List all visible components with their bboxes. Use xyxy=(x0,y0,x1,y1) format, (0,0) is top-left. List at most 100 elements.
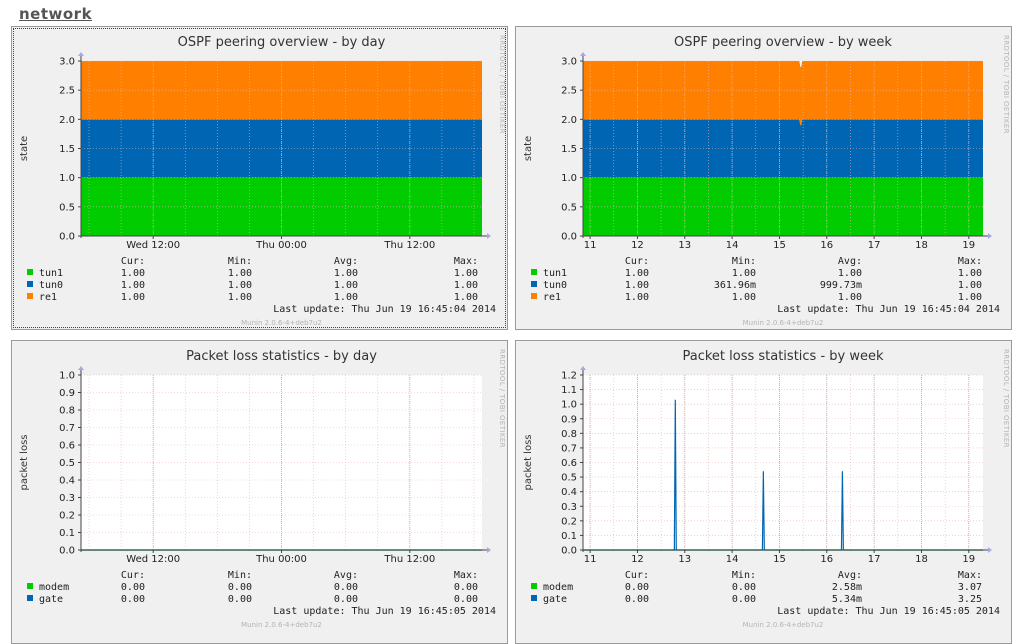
last-update: Last update: Thu Jun 19 16:45:05 2014 xyxy=(777,606,1000,617)
legend-avg: 2.58m xyxy=(832,582,862,593)
legend-min: 0.00 xyxy=(732,594,756,605)
y-tick-label: 0.0 xyxy=(59,546,75,557)
x-axis-arrow xyxy=(487,233,491,239)
graph-panel-ospf-week[interactable]: OSPF peering overview - by week RRDTOOL /… xyxy=(515,26,1012,330)
legend-avg: 1.00 xyxy=(838,292,862,303)
legend-cur: 1.00 xyxy=(625,292,649,303)
x-tick-label: 17 xyxy=(868,240,881,251)
y-axis-arrow xyxy=(580,52,586,56)
y-tick-label: 0.6 xyxy=(561,458,577,469)
chart-svg: Packet loss statistics - by day RRDTOOL /… xyxy=(19,349,506,629)
y-tick-label: 0.8 xyxy=(561,429,577,440)
legend-header: Cur: xyxy=(625,256,649,267)
y-tick-label: 0.7 xyxy=(561,443,577,454)
legend-name-modem: modem xyxy=(543,582,573,593)
legend-header: Cur: xyxy=(121,570,145,581)
y-tick-label: 0.2 xyxy=(561,516,577,527)
y-tick-label: 0.4 xyxy=(561,487,577,498)
x-tick-label: 16 xyxy=(820,240,833,251)
legend-header: Max: xyxy=(454,570,478,581)
x-tick-label: 19 xyxy=(962,240,975,251)
graph-panel-loss-week[interactable]: Packet loss statistics - by week RRDTOOL … xyxy=(515,340,1012,644)
legend-header: Cur: xyxy=(121,256,145,267)
area-series-tun1 xyxy=(583,177,983,236)
y-tick-label: 1.5 xyxy=(561,144,577,155)
legend-cur: 1.00 xyxy=(625,268,649,279)
legend-header: Max: xyxy=(958,256,982,267)
legend-swatch-tun0 xyxy=(27,281,33,287)
last-update: Last update: Thu Jun 19 16:45:04 2014 xyxy=(777,304,1000,315)
area-series-re1 xyxy=(81,61,482,120)
x-tick-label: 11 xyxy=(584,240,597,251)
chart-title: Packet loss statistics - by week xyxy=(682,349,884,364)
y-tick-label: 0.5 xyxy=(59,458,75,469)
legend-max: 1.00 xyxy=(958,268,982,279)
legend-min: 361.96m xyxy=(714,280,756,291)
area-series-tun0 xyxy=(583,119,983,178)
y-tick-label: 2.5 xyxy=(59,86,75,97)
x-tick-label: Wed 12:00 xyxy=(126,554,180,565)
chart-svg: OSPF peering overview - by week RRDTOOL /… xyxy=(523,35,1010,327)
legend-cur: 0.00 xyxy=(121,582,145,593)
y-tick-label: 0.0 xyxy=(59,232,75,243)
graph-panel-ospf-day[interactable]: OSPF peering overview - by day RRDTOOL / … xyxy=(11,26,508,330)
x-tick-label: 15 xyxy=(773,240,786,251)
legend-max: 1.00 xyxy=(454,280,478,291)
munin-version: Munin 2.0.6-4+deb7u2 xyxy=(743,319,824,327)
y-tick-label: 2.0 xyxy=(561,115,577,126)
y-tick-label: 0.5 xyxy=(561,202,577,213)
legend-name-gate: gate xyxy=(39,594,63,605)
x-tick-label: 19 xyxy=(962,554,975,565)
legend-swatch-gate xyxy=(27,595,33,601)
y-tick-label: 0.3 xyxy=(561,502,577,513)
x-tick-label: 11 xyxy=(584,554,597,565)
legend-name-gate: gate xyxy=(543,594,567,605)
y-tick-label: 0.9 xyxy=(59,388,75,399)
x-tick-label: 14 xyxy=(726,240,739,251)
legend-avg: 5.34m xyxy=(832,594,862,605)
y-axis-arrow xyxy=(78,52,84,56)
y-tick-label: 0.9 xyxy=(561,414,577,425)
y-axis-arrow xyxy=(580,366,586,370)
y-tick-label: 0.1 xyxy=(59,528,75,539)
y-axis-label: packet loss xyxy=(19,435,30,491)
x-tick-label: Thu 12:00 xyxy=(383,554,435,565)
legend-max: 0.00 xyxy=(454,594,478,605)
legend-max: 1.00 xyxy=(958,280,982,291)
legend-avg: 999.73m xyxy=(820,280,862,291)
legend-min: 0.00 xyxy=(228,582,252,593)
chart-svg: Packet loss statistics - by week RRDTOOL … xyxy=(523,349,1010,629)
last-update: Last update: Thu Jun 19 16:45:04 2014 xyxy=(273,304,496,315)
legend-name-tun1: tun1 xyxy=(39,268,63,279)
legend-min: 1.00 xyxy=(228,280,252,291)
section-title[interactable]: network xyxy=(19,5,93,23)
y-tick-label: 1.5 xyxy=(59,144,75,155)
y-tick-label: 0.8 xyxy=(59,406,75,417)
legend-header: Max: xyxy=(958,570,982,581)
legend-max: 1.00 xyxy=(454,268,478,279)
y-tick-label: 1.1 xyxy=(561,385,577,396)
legend-name-tun0: tun0 xyxy=(39,280,63,291)
last-update: Last update: Thu Jun 19 16:45:05 2014 xyxy=(273,606,496,617)
line-series-gate xyxy=(583,399,983,551)
legend-cur: 1.00 xyxy=(625,280,649,291)
legend-name-re1: re1 xyxy=(543,292,561,303)
y-axis-arrow xyxy=(78,366,84,370)
y-tick-label: 0.0 xyxy=(561,546,577,557)
y-tick-label: 1.0 xyxy=(561,400,577,411)
chart-title: OSPF peering overview - by week xyxy=(674,35,892,50)
x-tick-label: 12 xyxy=(631,240,644,251)
legend-header: Min: xyxy=(228,570,252,581)
y-tick-label: 0.4 xyxy=(59,476,75,487)
y-axis-label: state xyxy=(523,136,534,161)
x-axis-arrow xyxy=(487,547,491,553)
legend-header: Min: xyxy=(732,570,756,581)
graph-panel-loss-day[interactable]: Packet loss statistics - by day RRDTOOL /… xyxy=(11,340,508,644)
y-tick-label: 0.0 xyxy=(561,232,577,243)
legend-header: Cur: xyxy=(625,570,649,581)
x-tick-label: Thu 00:00 xyxy=(255,554,307,565)
x-tick-label: 12 xyxy=(631,554,644,565)
legend-min: 1.00 xyxy=(228,292,252,303)
legend-name-modem: modem xyxy=(39,582,69,593)
legend-min: 1.00 xyxy=(732,292,756,303)
